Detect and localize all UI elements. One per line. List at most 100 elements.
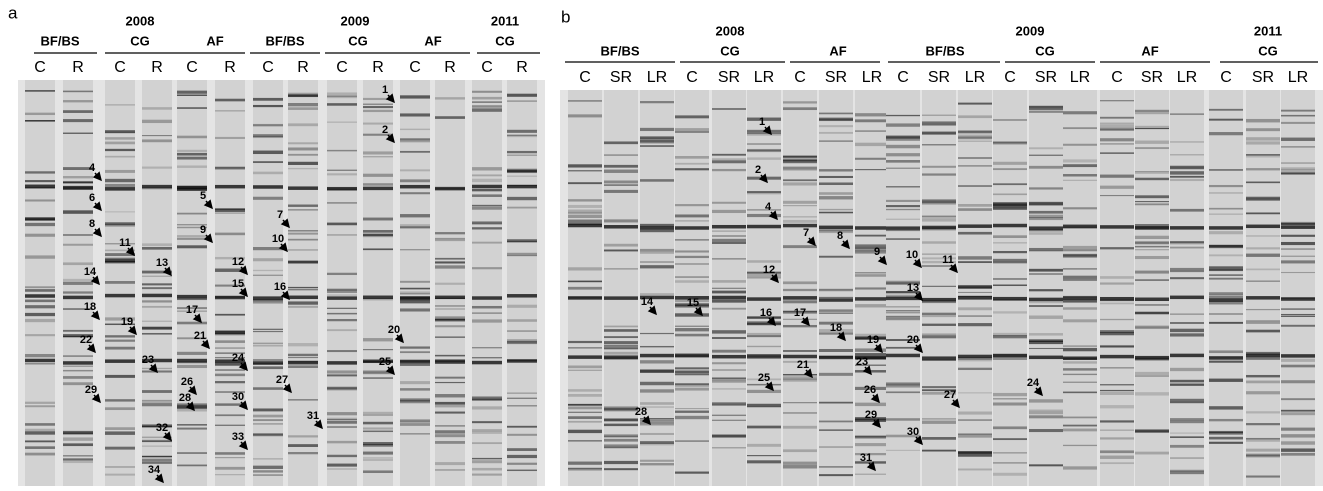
band bbox=[1063, 249, 1097, 252]
band bbox=[747, 383, 781, 386]
band bbox=[177, 337, 207, 339]
marker-label: 11 bbox=[942, 254, 954, 266]
marker-label: 20 bbox=[388, 324, 400, 336]
band bbox=[253, 247, 283, 251]
band bbox=[1246, 437, 1280, 440]
lane bbox=[142, 80, 172, 486]
band bbox=[400, 179, 430, 183]
band bbox=[712, 230, 746, 232]
band bbox=[25, 305, 55, 309]
band bbox=[1135, 311, 1169, 315]
band bbox=[1209, 244, 1243, 249]
band bbox=[507, 100, 537, 102]
band bbox=[568, 340, 602, 344]
band bbox=[783, 179, 817, 182]
band bbox=[993, 141, 1027, 145]
lane-label: SR bbox=[610, 69, 632, 86]
band bbox=[1029, 154, 1063, 156]
band bbox=[993, 258, 1027, 263]
band bbox=[783, 350, 817, 352]
band bbox=[25, 405, 55, 408]
band bbox=[783, 376, 817, 380]
band bbox=[142, 461, 172, 464]
band bbox=[1029, 289, 1063, 292]
marker-arrow bbox=[766, 316, 776, 327]
band bbox=[177, 94, 207, 96]
marker-arrow bbox=[647, 305, 657, 316]
band bbox=[1281, 167, 1315, 170]
band bbox=[177, 310, 207, 312]
marker-label: 27 bbox=[276, 374, 288, 386]
marker-label: 25 bbox=[379, 356, 391, 368]
band bbox=[435, 265, 465, 269]
band bbox=[855, 333, 889, 337]
band bbox=[177, 238, 207, 240]
band bbox=[215, 369, 245, 371]
band bbox=[855, 287, 889, 290]
marker-label: 30 bbox=[232, 391, 244, 403]
band bbox=[886, 208, 920, 211]
band bbox=[568, 296, 602, 300]
band bbox=[819, 112, 853, 115]
band bbox=[105, 211, 135, 213]
band bbox=[675, 408, 709, 410]
band bbox=[958, 453, 992, 457]
band bbox=[819, 329, 853, 333]
band bbox=[1170, 154, 1204, 156]
band bbox=[747, 143, 781, 145]
band bbox=[1246, 453, 1280, 456]
band bbox=[435, 394, 465, 398]
band bbox=[568, 280, 602, 283]
band bbox=[886, 296, 920, 301]
band bbox=[63, 100, 93, 103]
band bbox=[253, 150, 283, 155]
band bbox=[886, 309, 920, 312]
band bbox=[1063, 424, 1097, 427]
band bbox=[327, 350, 357, 353]
band bbox=[568, 469, 602, 471]
band bbox=[142, 399, 172, 402]
band bbox=[1170, 436, 1204, 438]
year-label: 2008 bbox=[716, 23, 745, 38]
band bbox=[1063, 111, 1097, 115]
band bbox=[783, 158, 817, 162]
band bbox=[288, 204, 318, 207]
band bbox=[25, 255, 55, 259]
band bbox=[783, 155, 817, 158]
band bbox=[958, 433, 992, 435]
band bbox=[253, 387, 283, 390]
band bbox=[507, 330, 537, 332]
band bbox=[472, 241, 502, 244]
band bbox=[922, 165, 956, 168]
band bbox=[993, 311, 1027, 314]
band bbox=[1209, 378, 1243, 382]
band bbox=[568, 467, 602, 470]
band bbox=[1135, 195, 1169, 199]
band bbox=[105, 259, 135, 263]
marker-label: 11 bbox=[119, 237, 131, 249]
lane bbox=[604, 90, 638, 486]
band bbox=[675, 131, 709, 133]
band bbox=[1170, 398, 1204, 402]
band bbox=[1281, 380, 1315, 384]
band bbox=[507, 425, 537, 428]
band bbox=[327, 272, 357, 276]
band bbox=[1063, 245, 1097, 250]
band bbox=[993, 205, 1027, 209]
marker-arrow bbox=[200, 339, 210, 350]
band bbox=[142, 320, 172, 322]
band bbox=[63, 295, 93, 300]
band bbox=[400, 346, 430, 349]
band bbox=[1063, 174, 1097, 177]
band bbox=[25, 289, 55, 292]
year-label: 2009 bbox=[1016, 23, 1045, 38]
band bbox=[288, 444, 318, 447]
band bbox=[253, 470, 283, 473]
band bbox=[1246, 141, 1280, 145]
band bbox=[1135, 177, 1169, 181]
band bbox=[1170, 418, 1204, 421]
band bbox=[435, 295, 465, 300]
band bbox=[886, 312, 920, 314]
band bbox=[783, 288, 817, 292]
band bbox=[1063, 275, 1097, 279]
